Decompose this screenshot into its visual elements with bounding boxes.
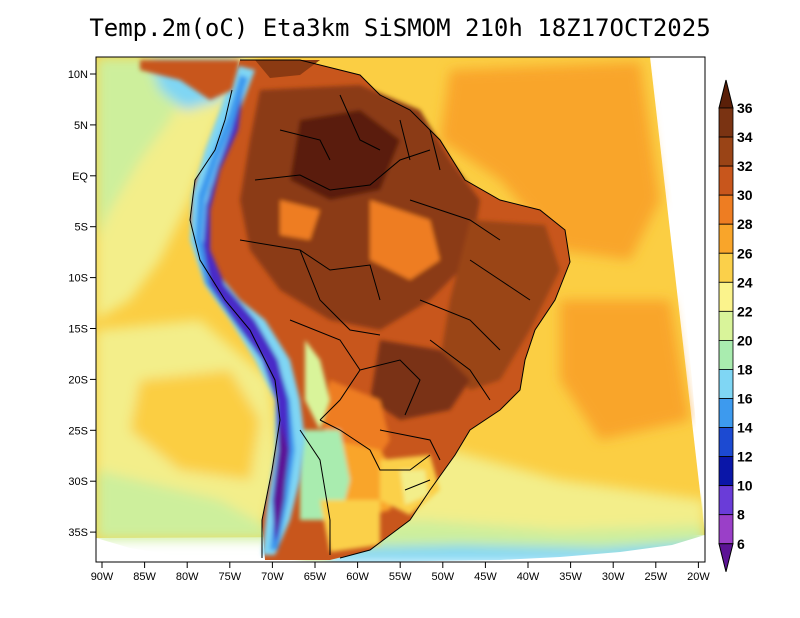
- lon-label: 60W: [346, 571, 369, 583]
- colorbar-label: 32: [737, 158, 753, 174]
- colorbar-swatch: [718, 194, 734, 225]
- lat-label: 20S: [68, 374, 88, 386]
- lon-label: 40W: [517, 571, 540, 583]
- temperature-field: [96, 57, 705, 562]
- country-borders: [189, 59, 571, 559]
- colorbar-swatch: [718, 427, 734, 457]
- colorbar-swatch: [718, 485, 734, 516]
- lon-label: 50W: [431, 571, 454, 583]
- lon-label: 55W: [389, 571, 412, 583]
- colorbar-swatch: [718, 398, 734, 428]
- lat-label: 35S: [68, 527, 88, 539]
- lon-label: 65W: [304, 571, 327, 583]
- lon-label: 80W: [176, 571, 199, 583]
- map-title: Temp.2m(oC) Eta3km SiSMOM 210h 18Z17OCT2…: [89, 14, 711, 42]
- colorbar-swatch: [718, 339, 734, 370]
- colorbar-bottom-arrow: [718, 543, 734, 572]
- colorbar-label: 24: [737, 274, 753, 290]
- colorbar-swatch: [718, 514, 734, 545]
- colorbar-label: 28: [737, 216, 753, 232]
- colorbar-swatch: [718, 107, 734, 138]
- colorbar-swatch: [718, 310, 734, 341]
- lon-label: 35W: [559, 571, 582, 583]
- lon-label: 85W: [133, 571, 156, 583]
- lon-label: 25W: [644, 571, 667, 583]
- lat-label: EQ: [72, 171, 88, 183]
- colorbar-swatch: [718, 223, 734, 254]
- lon-label: 20W: [687, 571, 710, 583]
- colorbar-swatch: [718, 369, 734, 399]
- lat-label: 5N: [74, 120, 88, 132]
- colorbar-label: 34: [737, 129, 753, 145]
- colorbar-label: 10: [737, 478, 753, 494]
- lat-label: 30S: [68, 476, 88, 488]
- lon-label: 30W: [602, 571, 625, 583]
- lat-label: 5S: [75, 222, 88, 234]
- colorbar: 36 34 32 30 28 26 24 22 20 18 16 14 12 10 8 6: [718, 79, 753, 572]
- colorbar-label: 6: [737, 536, 745, 552]
- lon-label: 75W: [218, 571, 241, 583]
- colorbar-swatch: [718, 136, 734, 167]
- longitude-axis: 90W 85W 80W 75W 70W 65W 60W 55W 50W 45W 40W 35W 30W 2…: [91, 562, 710, 583]
- lat-label: 10N: [68, 69, 88, 81]
- colorbar-label: 20: [737, 332, 753, 348]
- colorbar-swatch: [718, 165, 734, 196]
- colorbar-label: 14: [737, 420, 753, 436]
- colorbar-label: 18: [737, 361, 753, 377]
- colorbar-label: 16: [737, 391, 753, 407]
- colorbar-swatch: [718, 281, 734, 312]
- colorbar-label: 12: [737, 449, 753, 465]
- lat-label: 15S: [68, 324, 88, 336]
- lat-label: 10S: [68, 273, 88, 285]
- colorbar-label: 30: [737, 187, 753, 203]
- lon-label: 70W: [261, 571, 284, 583]
- lat-label: 25S: [68, 425, 88, 437]
- lon-label: 90W: [91, 571, 114, 583]
- colorbar-label: 22: [737, 303, 753, 319]
- colorbar-label: 8: [737, 507, 745, 523]
- latitude-axis: 10N 5N EQ 5S 10S 15S 20S 25S 30S 35S: [68, 69, 96, 539]
- colorbar-swatch: [718, 252, 734, 283]
- colorbar-label: 36: [737, 100, 753, 116]
- colorbar-label: 26: [737, 245, 753, 261]
- colorbar-swatch: [718, 456, 734, 487]
- lon-label: 45W: [474, 571, 497, 583]
- colorbar-top-arrow: [718, 79, 734, 109]
